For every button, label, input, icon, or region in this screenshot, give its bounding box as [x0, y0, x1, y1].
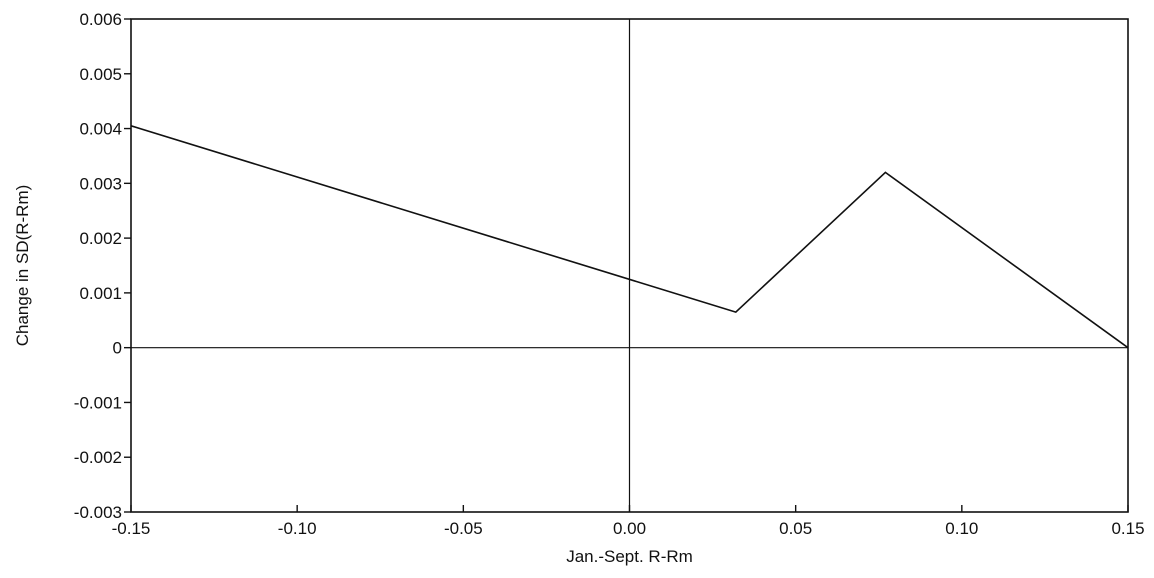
- x-tick-label: 0.10: [945, 519, 978, 538]
- y-tick-label: 0.002: [79, 229, 122, 248]
- y-tick-label: 0.004: [79, 120, 122, 139]
- x-tick-label: -0.10: [278, 519, 317, 538]
- y-tick-label: 0.003: [79, 174, 122, 193]
- y-tick-label: -0.003: [74, 503, 122, 522]
- y-tick-label: 0: [113, 339, 122, 358]
- x-axis-title: Jan.-Sept. R-Rm: [566, 547, 693, 566]
- y-axis-title: Change in SD(R-Rm): [13, 185, 32, 347]
- y-tick-label: 0.006: [79, 10, 122, 29]
- y-tick-label: -0.002: [74, 448, 122, 467]
- x-tick-label: 0.15: [1111, 519, 1144, 538]
- x-tick-label: 0.05: [779, 519, 812, 538]
- x-tick-label: 0.00: [613, 519, 646, 538]
- y-tick-label: -0.001: [74, 393, 122, 412]
- x-tick-label: -0.05: [444, 519, 483, 538]
- y-tick-label: 0.005: [79, 65, 122, 84]
- y-tick-label: 0.001: [79, 284, 122, 303]
